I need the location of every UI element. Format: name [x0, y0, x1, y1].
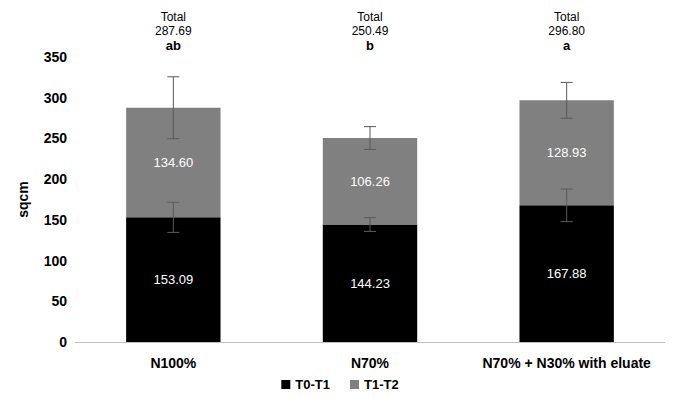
svg-text:296.80: 296.80: [548, 24, 585, 38]
svg-text:Total: Total: [357, 10, 382, 24]
svg-text:N100%: N100%: [150, 355, 196, 371]
svg-text:200: 200: [44, 171, 68, 187]
svg-text:250: 250: [44, 130, 68, 146]
svg-text:250.49: 250.49: [352, 24, 389, 38]
svg-text:ab: ab: [166, 38, 181, 53]
svg-text:0: 0: [59, 334, 67, 350]
svg-text:sqcm: sqcm: [15, 181, 31, 218]
svg-text:134.60: 134.60: [153, 155, 193, 170]
svg-text:350: 350: [44, 49, 68, 65]
svg-text:167.88: 167.88: [547, 266, 587, 281]
svg-text:N70%: N70%: [351, 355, 390, 371]
svg-text:T1-T2: T1-T2: [364, 377, 399, 392]
svg-text:100: 100: [44, 253, 68, 269]
svg-text:287.69: 287.69: [155, 24, 192, 38]
svg-text:Total: Total: [554, 10, 579, 24]
svg-text:106.26: 106.26: [350, 174, 390, 189]
svg-text:Total: Total: [161, 10, 186, 24]
svg-text:50: 50: [51, 293, 67, 309]
svg-text:N70% + N30% with eluate: N70% + N30% with eluate: [482, 355, 651, 371]
svg-text:150: 150: [44, 212, 68, 228]
svg-text:153.09: 153.09: [153, 272, 193, 287]
svg-text:b: b: [366, 38, 374, 53]
svg-text:a: a: [563, 38, 571, 53]
svg-text:T0-T1: T0-T1: [295, 377, 330, 392]
svg-text:144.23: 144.23: [350, 276, 390, 291]
svg-text:300: 300: [44, 90, 68, 106]
svg-text:128.93: 128.93: [547, 145, 587, 160]
